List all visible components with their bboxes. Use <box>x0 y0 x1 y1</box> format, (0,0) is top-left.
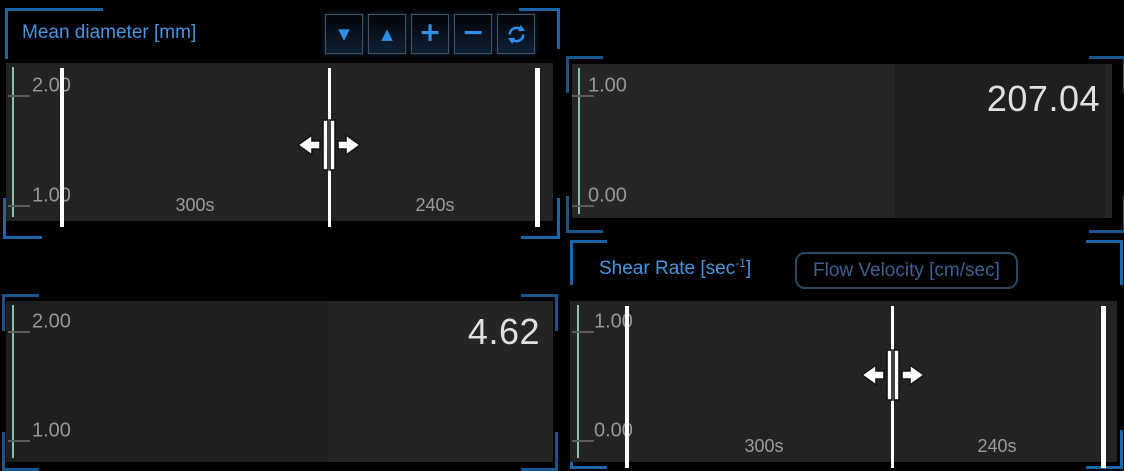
y-axis-label: 2.00 <box>32 310 71 333</box>
y-axis-label: 1.00 <box>32 184 71 207</box>
y-axis-tick <box>572 331 594 333</box>
bottom-left-chart[interactable]: 2.00 1.00 4.62 <box>6 301 553 462</box>
chart-region-shaded <box>6 301 328 462</box>
shear-rate-title-superscript: -1 <box>735 256 746 270</box>
measurement-value: 207.04 <box>986 78 1100 119</box>
zoom-out-button[interactable]: − <box>453 13 493 55</box>
x-axis-label: 300s <box>175 195 215 215</box>
y-axis-tick <box>8 440 30 442</box>
selection-bracket <box>1086 240 1123 285</box>
mean-diameter-chart[interactable]: 2.00 1.00 300s 240s <box>6 63 553 227</box>
scroll-up-button[interactable]: ▲ <box>367 13 407 55</box>
shear-rate-chart[interactable]: 1.00 0.00 300s 240s <box>570 301 1117 468</box>
y-axis-label: 1.00 <box>588 74 627 97</box>
x-axis-label: 300s <box>744 436 784 456</box>
chart-scrollbar-strip[interactable] <box>1105 64 1112 218</box>
y-axis-tick <box>572 205 594 207</box>
y-axis-tick <box>572 440 594 442</box>
refresh-icon <box>507 24 525 44</box>
measurement-value: 4.62 <box>467 311 540 352</box>
chart-region-shaded <box>572 64 895 218</box>
panel-title-mean-diameter: Mean diameter [mm] <box>22 22 197 43</box>
time-cursor-left[interactable] <box>60 68 64 227</box>
sweep-marker-line <box>577 305 579 458</box>
flow-velocity-toggle-button[interactable]: Flow Velocity [cm/sec] <box>795 252 1018 289</box>
minus-icon: − <box>461 17 485 48</box>
x-axis-label: 240s <box>415 195 455 215</box>
x-axis-label: 240s <box>977 436 1017 456</box>
triangle-up-icon: ▲ <box>381 25 393 43</box>
scroll-down-button[interactable]: ▼ <box>324 13 364 55</box>
y-axis-tick <box>572 95 594 97</box>
sweep-marker-line <box>12 67 14 217</box>
y-axis-label: 0.00 <box>588 184 627 207</box>
triangle-down-icon: ▼ <box>338 25 350 43</box>
y-axis-label: 1.00 <box>32 419 71 442</box>
chart-toolbar: ▼ ▲ + − <box>324 13 536 55</box>
time-cursor-left[interactable] <box>625 306 629 468</box>
y-axis-tick <box>8 205 30 207</box>
time-cursor-right[interactable] <box>535 68 540 227</box>
shear-rate-title-text: Shear Rate [sec <box>599 258 736 279</box>
y-axis-label: 2.00 <box>32 74 71 97</box>
chart-region-shaded <box>328 301 553 462</box>
reset-scale-button[interactable] <box>496 13 536 55</box>
y-axis-label: 0.00 <box>594 419 633 442</box>
y-axis-tick <box>8 331 30 333</box>
horizontal-resize-cursor-icon <box>860 349 926 401</box>
shear-rate-title-bracket: ] <box>745 258 752 279</box>
time-cursor-right[interactable] <box>1101 306 1106 468</box>
zoom-in-button[interactable]: + <box>410 13 450 55</box>
chart-region-shaded <box>895 64 1105 218</box>
panel-title-shear-rate: Shear Rate [sec-1] <box>599 256 752 280</box>
y-axis-label: 1.00 <box>594 310 633 333</box>
y-axis-tick <box>8 95 30 97</box>
top-right-chart[interactable]: 1.00 0.00 207.04 <box>572 64 1112 218</box>
sweep-marker-line <box>578 68 580 214</box>
sweep-marker-line <box>12 305 14 458</box>
plus-icon: + <box>418 17 442 48</box>
horizontal-resize-cursor-icon <box>296 119 362 171</box>
